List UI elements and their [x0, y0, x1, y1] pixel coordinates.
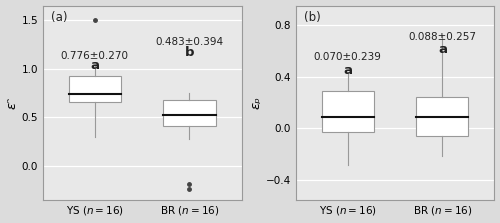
Text: 0.776±0.270: 0.776±0.270 — [61, 51, 129, 61]
Text: a: a — [344, 64, 352, 77]
Text: a: a — [438, 43, 447, 56]
Bar — [164, 100, 216, 126]
Y-axis label: εᵔ: εᵔ — [6, 96, 18, 109]
Bar — [322, 91, 374, 132]
Text: a: a — [90, 58, 100, 72]
Bar — [416, 97, 469, 136]
Text: (a): (a) — [51, 11, 68, 24]
Y-axis label: εₚ: εₚ — [250, 96, 263, 109]
Text: 0.070±0.239: 0.070±0.239 — [314, 52, 382, 62]
Text: b: b — [184, 46, 194, 59]
Bar — [69, 76, 121, 102]
Text: 0.088±0.257: 0.088±0.257 — [408, 32, 476, 42]
Text: (b): (b) — [304, 11, 320, 24]
Text: 0.483±0.394: 0.483±0.394 — [156, 37, 224, 47]
